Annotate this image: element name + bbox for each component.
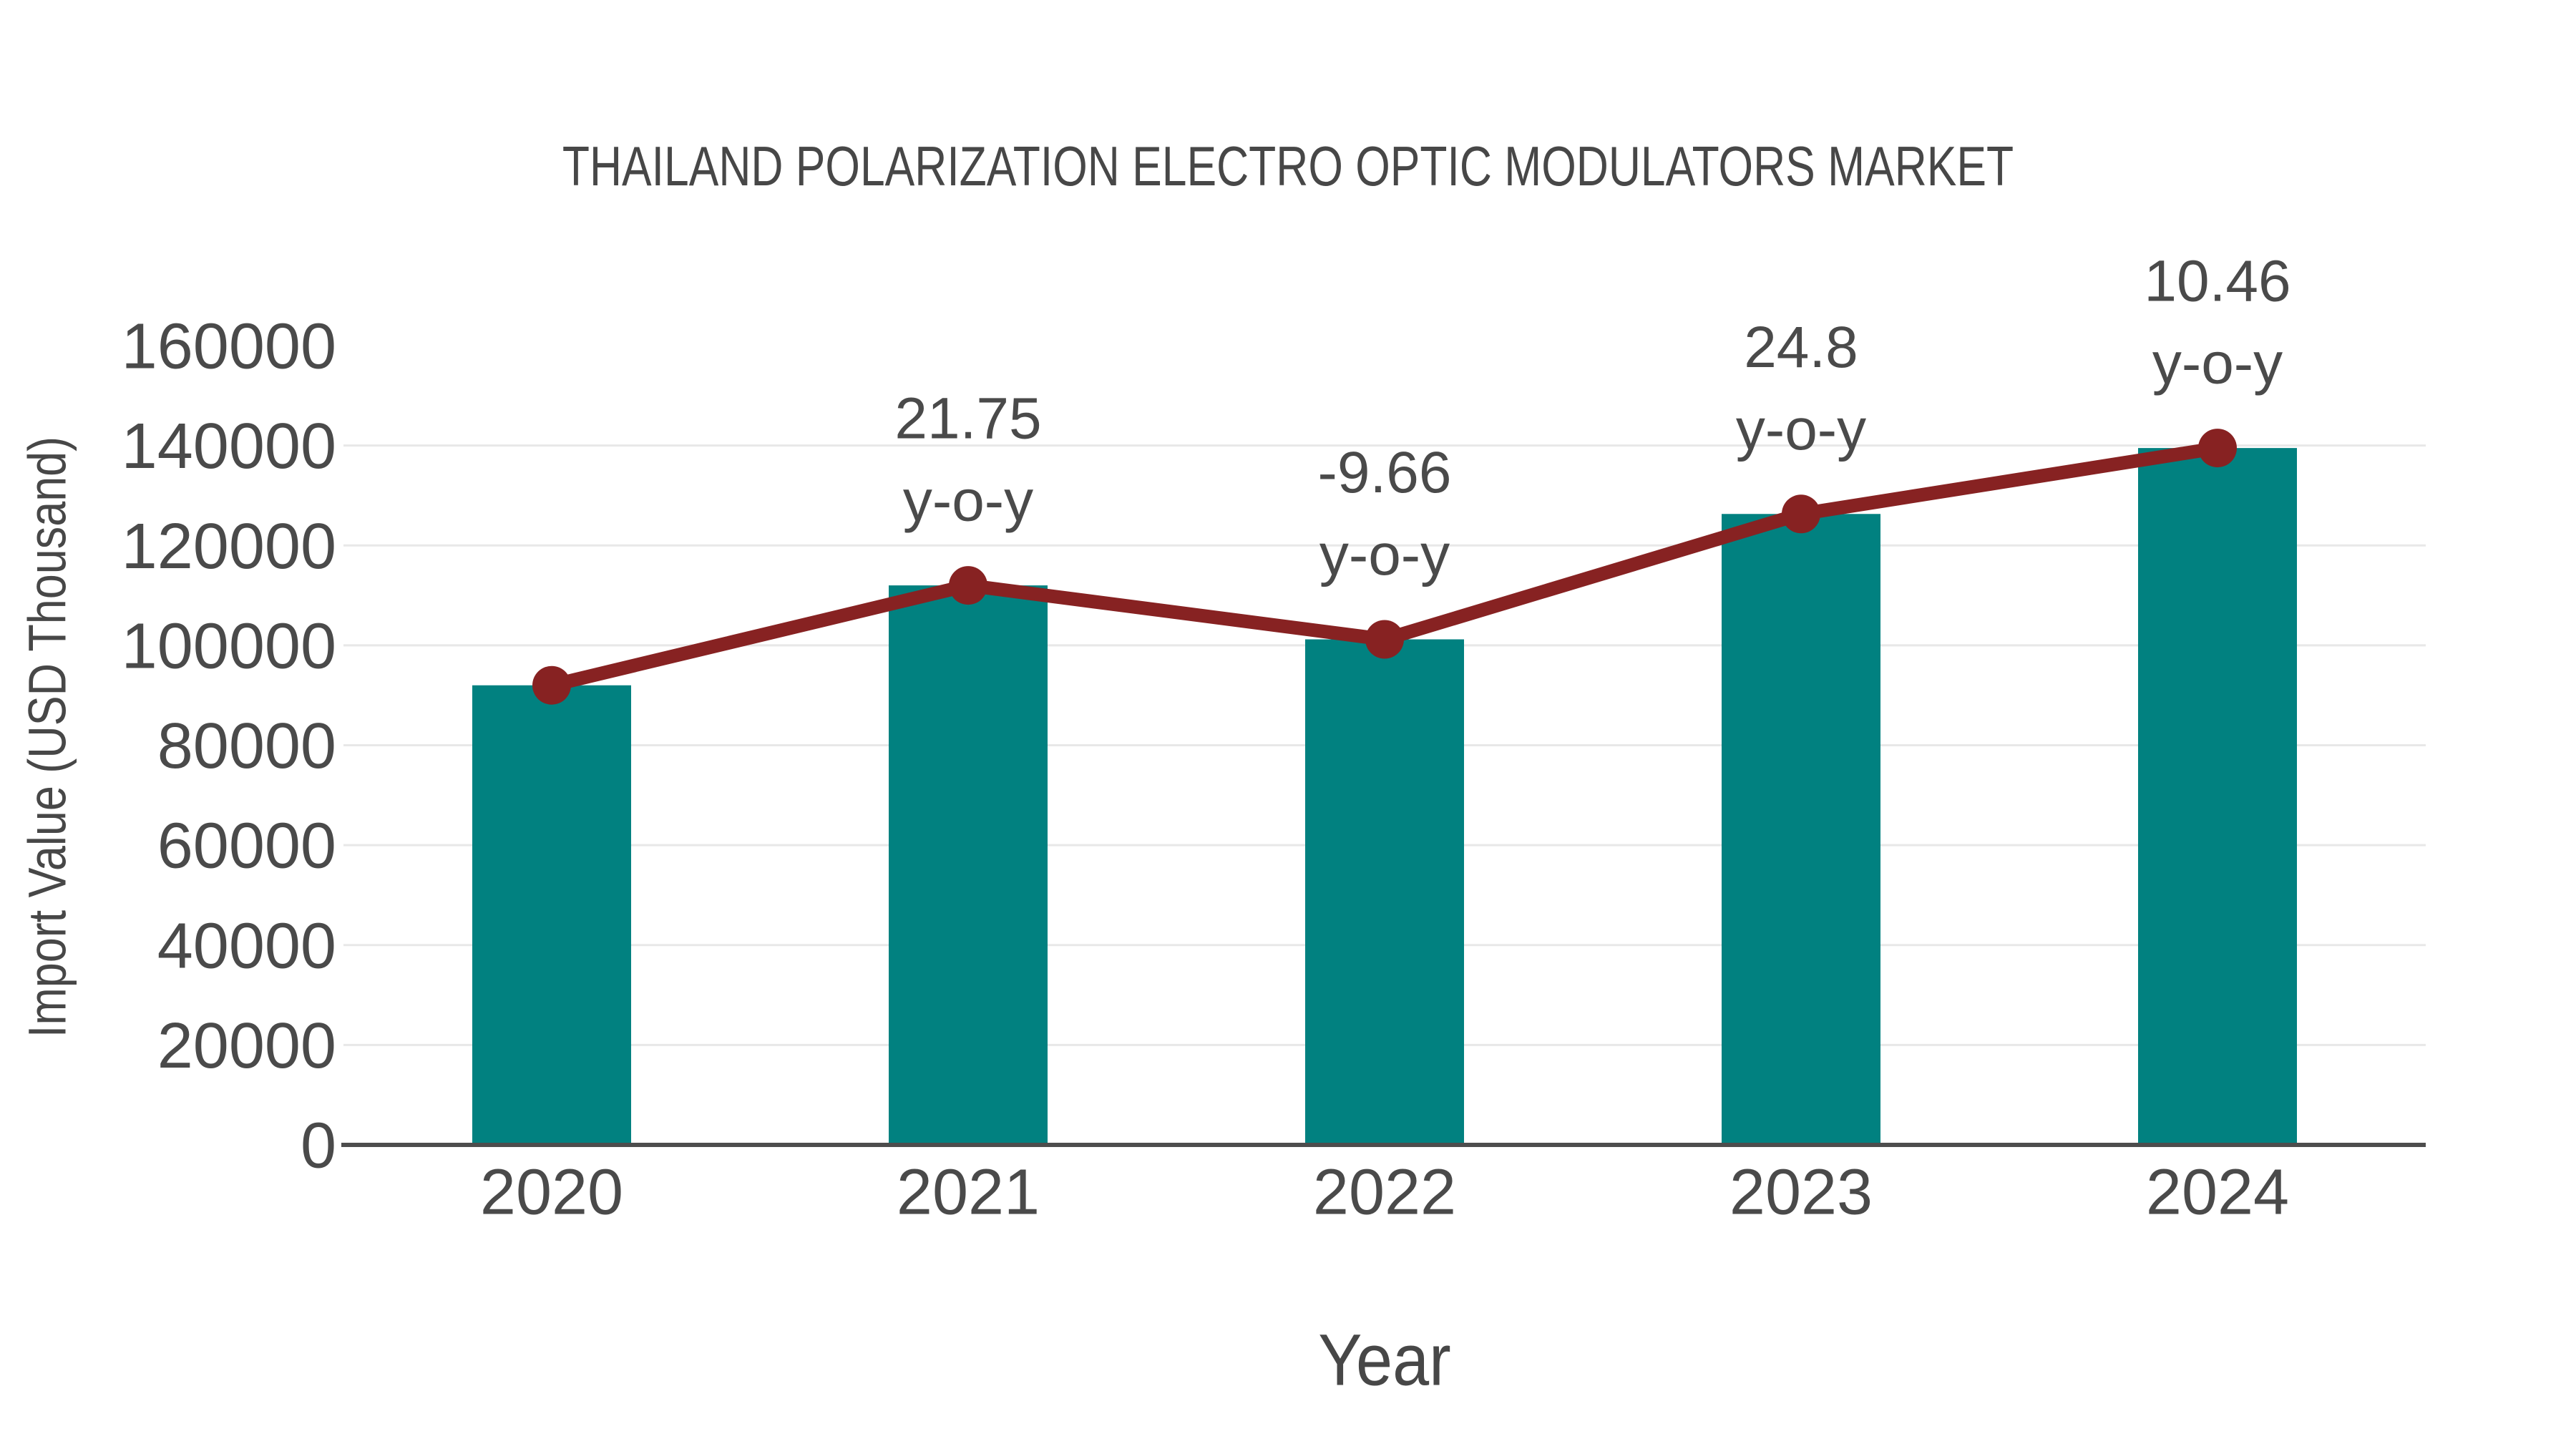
y-tick-label-20000: 20000 bbox=[157, 1010, 336, 1082]
y-tick-label-160000: 160000 bbox=[122, 311, 336, 383]
bar-2023 bbox=[1722, 514, 1880, 1145]
growth-suffix-2022: y-o-y bbox=[1319, 522, 1450, 587]
y-tick-label-120000: 120000 bbox=[122, 511, 336, 582]
y-tick-label-140000: 140000 bbox=[122, 411, 336, 482]
growth-value-2023: 24.8 bbox=[1744, 315, 1858, 380]
growth-value-2021: 21.75 bbox=[894, 386, 1041, 452]
bar-2020 bbox=[472, 685, 631, 1145]
x-tick-label-2024: 2024 bbox=[2146, 1157, 2289, 1229]
x-tick-label-2020: 2020 bbox=[480, 1157, 623, 1229]
growth-value-2022: -9.66 bbox=[1318, 440, 1452, 505]
y-tick-label-0: 0 bbox=[301, 1111, 336, 1182]
y-tick-label-100000: 100000 bbox=[122, 610, 336, 682]
y-tick-label-80000: 80000 bbox=[157, 711, 336, 782]
y-tick-label-60000: 60000 bbox=[157, 811, 336, 882]
growth-suffix-2023: y-o-y bbox=[1736, 397, 1866, 462]
growth-suffix-2024: y-o-y bbox=[2152, 331, 2283, 396]
marker-2022 bbox=[1365, 620, 1404, 659]
growth-suffix-2021: y-o-y bbox=[903, 469, 1033, 534]
marker-2024 bbox=[2198, 429, 2237, 468]
bar-2024 bbox=[2138, 448, 2297, 1145]
bar-2021 bbox=[889, 585, 1048, 1145]
marker-2021 bbox=[949, 566, 987, 605]
x-tick-label-2023: 2023 bbox=[1729, 1157, 1873, 1229]
y-tick-label-40000: 40000 bbox=[157, 910, 336, 982]
x-tick-label-2021: 2021 bbox=[897, 1157, 1040, 1229]
chart-title: THAILAND POLARIZATION ELECTRO OPTIC MODU… bbox=[562, 135, 2014, 197]
x-axis-title: Year bbox=[1318, 1319, 1451, 1401]
marker-2023 bbox=[1782, 494, 1820, 534]
bar-2022 bbox=[1305, 639, 1464, 1145]
x-tick-label-2022: 2022 bbox=[1313, 1157, 1456, 1229]
marker-2020 bbox=[532, 665, 571, 705]
growth-value-2024: 10.46 bbox=[2144, 249, 2290, 314]
